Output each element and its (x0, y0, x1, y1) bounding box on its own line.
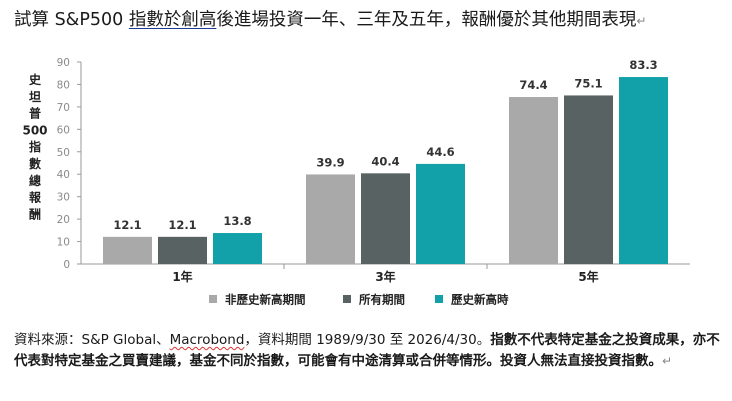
y-label-char: 普 (29, 106, 41, 121)
note-disclaimer: 指數不代表特定基金之投資成果，亦不代表對特定基金之買賣建議，基金不同於指數，可能… (14, 332, 720, 369)
paragraph-mark: ↵ (636, 14, 647, 28)
y-tick-label: 70 (57, 102, 70, 114)
y-label-char: 500 (22, 123, 47, 137)
bar (306, 174, 355, 264)
data-label: 44.6 (426, 145, 454, 159)
bar (509, 97, 558, 264)
legend-swatch (435, 295, 443, 303)
y-tick-label: 30 (57, 192, 70, 204)
y-tick-label: 90 (57, 57, 70, 69)
y-label-char: 史 (29, 72, 42, 87)
legend-swatch (209, 295, 217, 303)
y-label-char: 數 (29, 156, 41, 171)
y-label-char: 酬 (29, 207, 41, 221)
y-tick-label: 40 (57, 169, 70, 181)
x-category-label: 1年 (172, 269, 192, 284)
note-macrobond: Macrobond (169, 332, 245, 348)
x-category-label: 3年 (375, 269, 395, 284)
bars: 12.1 12.1 13.8 39.9 40.4 44.6 74.4 75.1 83.3 (103, 58, 668, 264)
title-suffix: 後進場投資一年、三年及五年，報酬優於其他期間表現 (216, 10, 637, 30)
bar (619, 77, 668, 264)
title-underlined: 指數於創高 (128, 10, 217, 30)
data-label: 40.4 (371, 154, 399, 168)
legend-swatch (343, 295, 351, 303)
bar (103, 236, 152, 264)
x-axis-categories: 1年 3年 5年 (172, 264, 599, 284)
source-note: 資料來源：S&P Global、Macrobond，資料期間 1989/9/30… (14, 330, 726, 372)
chart-title: 試算 S&P500 指數於創高後進場投資一年、三年及五年，報酬優於其他期間表現↵ (14, 6, 726, 31)
bar (158, 236, 207, 264)
data-label: 39.9 (316, 155, 344, 169)
data-label: 83.3 (629, 58, 657, 72)
legend: 非歷史新高期間 所有期間 歷史新高時 (209, 293, 509, 307)
y-tick-label: 20 (57, 214, 70, 226)
title-prefix: 試算 S&P500 (14, 10, 129, 30)
y-label-char: 指 (29, 139, 41, 154)
paragraph-mark-note: ↵ (662, 354, 673, 368)
note-middle: ，資料期間 1989/9/30 至 2026/4/30。 (244, 332, 491, 348)
bar (213, 233, 262, 264)
legend-label: 歷史新高時 (451, 293, 509, 307)
y-tick-label: 80 (57, 79, 70, 91)
y-label-char: 坦 (29, 90, 41, 104)
legend-label: 非歷史新高期間 (225, 293, 306, 307)
data-label: 13.8 (223, 214, 251, 228)
data-label: 75.1 (574, 76, 602, 90)
y-tick-label: 50 (57, 147, 70, 159)
y-axis-ticks: 0 10 20 30 40 50 60 70 80 90 (57, 57, 81, 271)
legend-label: 所有期間 (359, 293, 405, 307)
y-tick-label: 10 (57, 237, 70, 249)
y-tick-label: 60 (57, 124, 70, 136)
data-label: 74.4 (519, 78, 547, 92)
x-category-label: 5年 (578, 269, 598, 284)
bar (361, 173, 410, 264)
data-label: 12.1 (113, 218, 141, 232)
note-prefix: 資料來源：S&P Global、 (14, 332, 170, 348)
y-label-char: 報 (29, 190, 42, 205)
bar (564, 95, 613, 264)
y-label-char: 總 (29, 173, 41, 188)
y-tick-label: 0 (63, 259, 70, 271)
data-label: 12.1 (168, 218, 196, 232)
bar (416, 163, 465, 264)
